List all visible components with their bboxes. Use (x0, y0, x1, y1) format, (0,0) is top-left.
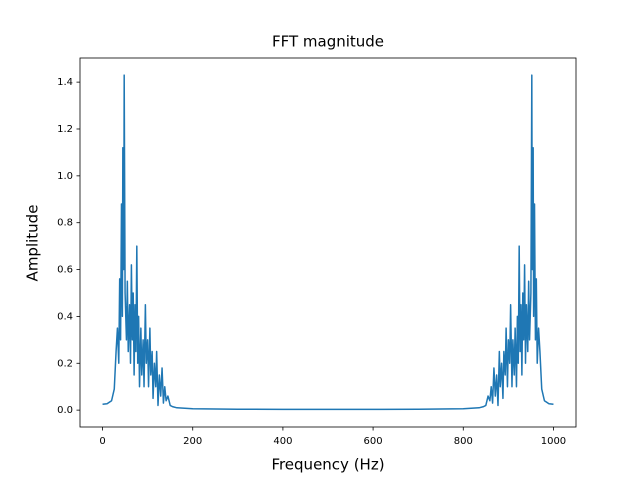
x-tick-label: 600 (364, 436, 383, 447)
y-tick-label: 0.8 (57, 218, 73, 229)
y-tick-label: 1.2 (57, 124, 73, 135)
data-line (102, 74, 554, 411)
y-axis-label: Amplitude (24, 205, 42, 282)
x-tick-label: 800 (454, 436, 473, 447)
chart-title: FFT magnitude (272, 33, 384, 51)
y-tick-label: 0.0 (57, 405, 73, 416)
axes-frame (79, 57, 577, 428)
x-tick-label: 0 (99, 436, 105, 447)
x-tick-label: 1000 (541, 436, 566, 447)
y-tick-label: 0.6 (57, 265, 73, 276)
y-tick-label: 0.2 (57, 358, 73, 369)
y-tick-label: 1.0 (57, 171, 73, 182)
y-tick-label: 0.4 (57, 311, 73, 322)
x-axis-label: Frequency (Hz) (271, 456, 384, 474)
x-tick-label: 400 (273, 436, 292, 447)
y-tick-label: 1.4 (57, 77, 73, 88)
x-tick-label: 200 (183, 436, 202, 447)
